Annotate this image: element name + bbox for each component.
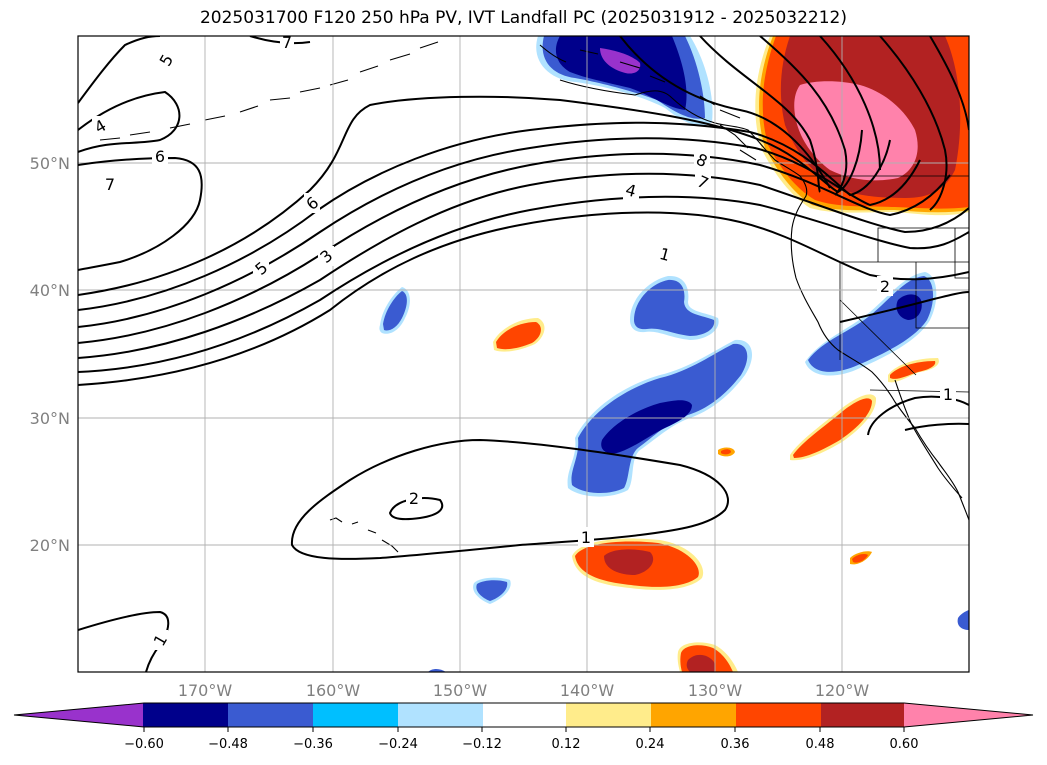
colorbar-label: −0.24 [378,737,418,752]
colorbar: −0.60 −0.48 −0.36 −0.24 −0.12 0.12 0.24 … [13,702,1034,752]
lat-tick-label: 40°N [30,281,70,300]
contour-label: 2 [880,277,890,296]
lon-tick-label: 140°W [560,681,615,700]
colorbar-label: 0.24 [636,737,665,752]
colorbar-extend-low [14,703,144,727]
colorbar-label: 0.48 [806,737,835,752]
lon-tick-label: 120°W [815,681,870,700]
contour-label: 1 [943,385,953,404]
hawaiian-islands [329,517,399,553]
colorbar-label: 0.60 [890,737,919,752]
pv-contours [78,36,969,672]
lat-tick-label: 30°N [30,409,70,428]
colorbar-label: −0.36 [293,737,333,752]
contour-label: 7 [105,175,115,194]
colorbar-label: −0.12 [462,737,502,752]
map-title: 2025031700 F120 250 hPa PV, IVT Landfall… [199,8,847,28]
contour-label: 1 [657,244,672,265]
lat-tick-label: 20°N [30,536,70,555]
lat-tick-label: 50°N [30,154,70,173]
lon-tick-label: 170°W [178,681,233,700]
lon-tick-label: 150°W [433,681,488,700]
contour-label: 2 [409,489,419,508]
colorbar-label: −0.60 [124,737,164,752]
contour-labels: 5 4 6 7 6 5 3 8 7 4 1 2 1 2 [91,33,956,650]
colorbar-extend-high [904,703,1033,727]
longitude-labels: 170°W 160°W 150°W 140°W 130°W 120°W [178,681,870,700]
latitude-labels: 50°N 40°N 30°N 20°N [30,154,70,555]
contour-label: 6 [155,147,165,166]
colorbar-label: 0.12 [552,737,581,752]
contour-label: 4 [623,180,638,201]
map-frame [77,35,970,673]
north-american-coastline [559,79,969,521]
colorbar-label: −0.48 [208,737,248,752]
coastlines [99,41,969,553]
contour-label: 1 [581,528,591,547]
aleutian-islands [99,105,259,141]
contour-label: 7 [282,33,292,52]
lon-tick-label: 160°W [306,681,361,700]
lon-tick-label: 130°W [688,681,743,700]
graticule [78,36,969,672]
colorbar-label: 0.36 [721,737,750,752]
